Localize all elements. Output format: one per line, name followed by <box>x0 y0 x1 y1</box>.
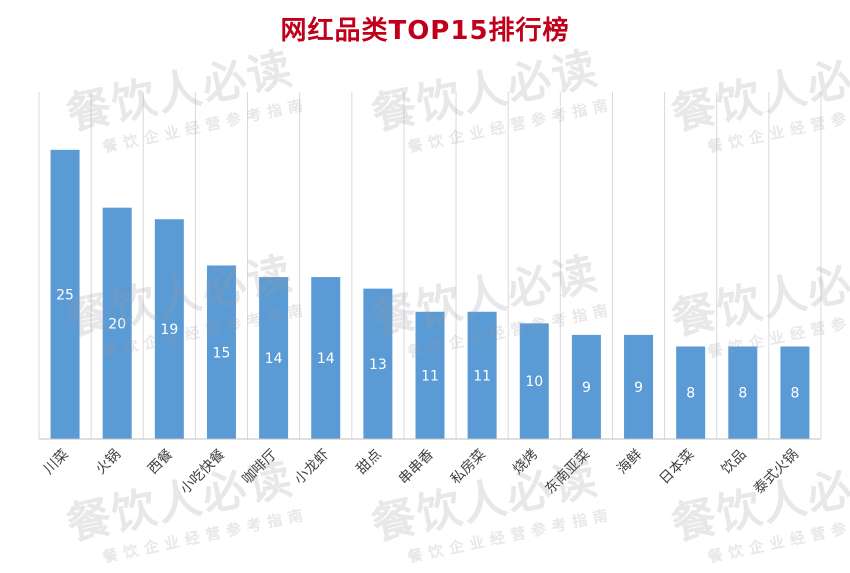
bar <box>728 346 758 439</box>
bar <box>102 207 132 439</box>
category-tick-label: 小吃快餐 <box>177 447 228 498</box>
bar <box>206 265 236 439</box>
value-label: 11 <box>421 368 439 384</box>
value-labels: 25 20 19 15 14 14 13 11 11 10 9 9 8 8 8 <box>56 287 799 401</box>
value-label: 19 <box>160 322 178 338</box>
bar <box>571 334 601 439</box>
bar <box>311 277 341 439</box>
category-tick-label: 烧烤 <box>510 447 541 478</box>
category-tick-label: 甜点 <box>354 447 385 478</box>
category-tick-label: 川菜 <box>41 447 72 478</box>
value-label: 15 <box>213 345 231 361</box>
value-label: 14 <box>265 351 283 367</box>
bar <box>676 346 706 439</box>
value-label: 8 <box>790 386 799 402</box>
category-tick-label: 海鲜 <box>614 447 645 478</box>
bar <box>624 334 654 439</box>
value-label: 8 <box>738 386 747 402</box>
category-tick-label: 日本菜 <box>656 447 697 488</box>
chart-title: 网红品类TOP15排行榜 <box>280 16 570 46</box>
value-label: 20 <box>108 316 126 332</box>
category-tick-label: 私房菜 <box>448 447 489 488</box>
value-label: 25 <box>56 287 74 303</box>
category-tick-label: 咖啡厅 <box>239 447 280 488</box>
value-label: 8 <box>686 386 695 402</box>
category-tick-label: 西餐 <box>145 447 176 478</box>
value-label: 9 <box>582 380 591 396</box>
category-tick-label: 泰式火锅 <box>751 447 802 498</box>
bar <box>415 311 445 439</box>
value-label: 14 <box>317 351 335 367</box>
category-tick-label: 火锅 <box>93 447 124 478</box>
bar <box>363 288 393 439</box>
grid-lines <box>38 92 822 439</box>
value-label: 9 <box>634 380 643 396</box>
category-tick-label: 饮品 <box>719 447 750 478</box>
bar <box>50 149 80 440</box>
bar <box>467 311 497 439</box>
bar <box>259 277 289 439</box>
bar <box>519 323 549 439</box>
category-tick-label: 小龙虾 <box>292 447 333 488</box>
value-label: 10 <box>525 374 543 390</box>
category-tick-label: 串串香 <box>396 447 437 488</box>
bar <box>154 219 184 439</box>
category-tick-labels: 川菜 火锅 西餐 小吃快餐 咖啡厅 小龙虾 甜点 串串香 私房菜 烧烤 东南亚菜 海鲜 日本菜 饮品 泰式火… <box>41 447 802 498</box>
value-label: 11 <box>473 368 491 384</box>
bars <box>50 149 810 440</box>
category-tick-label: 东南亚菜 <box>542 447 593 498</box>
value-label: 13 <box>369 357 387 373</box>
bar <box>780 346 810 439</box>
